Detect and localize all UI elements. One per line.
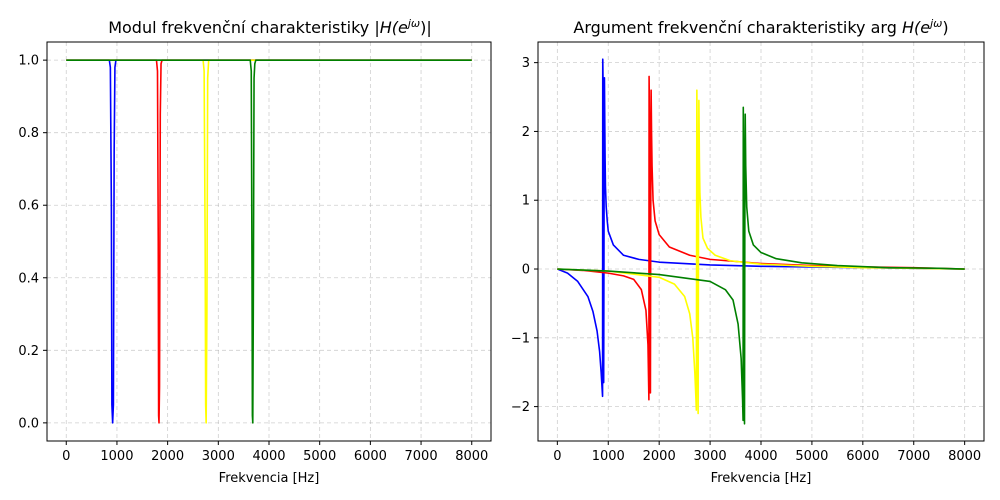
phase-x-tick-label: 3000 [694,449,727,464]
phase-x-axis-label: Frekvencia [Hz] [711,471,812,486]
phase-chart-title: Argument frekvenční charakteristiky arg … [573,17,948,37]
phase-x-tick-label: 0 [553,449,561,464]
magnitude-x-tick-label: 0 [62,449,70,464]
magnitude-x-tick-label: 1000 [100,449,133,464]
magnitude-series-line-2 [66,59,472,424]
magnitude-x-tick-label: 8000 [455,449,488,464]
phase-x-tick-label: 7000 [897,449,930,464]
phase-y-tick-label: 2 [522,125,530,140]
magnitude-x-tick-label: 3000 [202,449,235,464]
phase-y-tick-label: −2 [511,400,530,415]
phase-y-tick-label: 3 [522,56,530,71]
magnitude-series-line-4 [66,59,472,424]
phase-y-tick-label: 0 [522,263,530,278]
phase-chart-panel: Argument frekvenční charakteristiky arg … [511,17,985,486]
magnitude-y-tick-label: 0.8 [18,126,39,141]
phase-x-tick-label: 5000 [795,449,828,464]
magnitude-x-tick-label: 2000 [151,449,184,464]
phase-x-tick-label: 2000 [643,449,676,464]
magnitude-chart-title: Modul frekvenční charakteristiky |H(ejω)… [108,17,432,37]
magnitude-y-tick-label: 0.2 [18,344,39,359]
phase-x-tick-label: 1000 [592,449,625,464]
phase-x-tick-label: 4000 [744,449,777,464]
phase-series-line-4 [557,106,965,425]
magnitude-y-tick-label: 0.4 [18,271,39,286]
magnitude-y-tick-label: 1.0 [18,54,39,69]
magnitude-y-tick-label: 0.6 [18,199,39,214]
magnitude-chart-panel: Modul frekvenční charakteristiky |H(ejω)… [18,17,492,486]
magnitude-series-line-3 [66,59,472,424]
phase-y-tick-label: 1 [522,194,530,209]
magnitude-y-tick-label: 0.0 [18,416,39,431]
magnitude-x-tick-label: 7000 [405,449,438,464]
phase-series-line-3 [557,89,965,415]
magnitude-x-tick-label: 5000 [303,449,336,464]
phase-series-line-1 [557,58,965,398]
magnitude-x-tick-label: 4000 [252,449,285,464]
phase-y-tick-label: −1 [511,331,530,346]
magnitude-x-axis-label: Frekvencia [Hz] [219,471,320,486]
phase-x-tick-label: 8000 [948,449,981,464]
phase-x-tick-label: 6000 [846,449,879,464]
magnitude-x-tick-label: 6000 [354,449,387,464]
